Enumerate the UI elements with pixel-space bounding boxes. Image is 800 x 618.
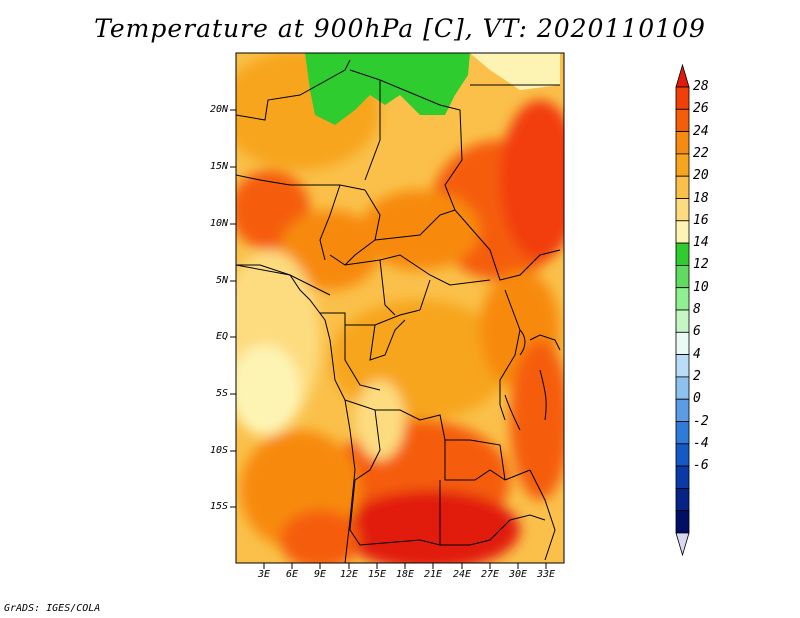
colorbar-swatch (675, 331, 690, 355)
lon-label: 18E (395, 569, 415, 580)
lat-label: 10S (209, 445, 228, 456)
lat-label: 15N (209, 161, 228, 172)
lat-ticks (230, 109, 236, 508)
colorbar-swatch (675, 264, 690, 289)
temperature-field (236, 53, 564, 563)
colorbar-swatch (675, 86, 690, 110)
colorbar-label: -6 (693, 458, 709, 474)
colorbar-swatch (675, 198, 690, 222)
colorbar-swatch (675, 376, 690, 400)
colorbar-label: 10 (693, 279, 709, 295)
colorbar-label: -4 (693, 435, 709, 451)
lon-label: 15E (367, 569, 387, 580)
colorbar-swatch (675, 309, 690, 333)
colorbar-arrow-top (675, 63, 690, 88)
colorbar-swatch (675, 108, 690, 133)
lon-label: 33E (536, 569, 556, 580)
country-borders (236, 59, 561, 563)
colorbar-swatch (675, 354, 690, 378)
colorbar-swatch (675, 510, 690, 534)
colorbar-label: 14 (693, 235, 709, 251)
colorbar-label: 24 (693, 123, 709, 139)
lon-label: 6E (285, 569, 299, 580)
colorbar-swatch (675, 487, 690, 512)
colorbar-label: 8 (693, 302, 701, 317)
lat-label: 15S (209, 501, 228, 512)
lat-label: 5S (215, 388, 228, 399)
colorbar-label: 0 (693, 391, 701, 407)
lon-label: 24E (452, 569, 472, 580)
colorbar-swatch (675, 242, 690, 266)
colorbar-label: 20 (693, 168, 709, 184)
grads-credit: GrADS: IGES/COLA (4, 603, 101, 614)
lon-label: 21E (423, 569, 443, 580)
colorbar-swatch (675, 443, 690, 467)
colorbar-label: 2 (693, 368, 701, 384)
lon-label: 3E (257, 569, 271, 580)
lon-label: 27E (480, 569, 500, 580)
colorbar-swatch (675, 465, 690, 489)
map-title: Temperature at 900hPa [C], VT: 202011010… (94, 14, 706, 43)
colorbar-swatch (675, 398, 690, 422)
colorbar-label: 6 (693, 324, 701, 340)
colorbar-label: 26 (693, 101, 709, 117)
colorbar-arrow-bottom (675, 532, 690, 557)
colorbar (675, 63, 690, 557)
lat-label: 10N (209, 218, 228, 229)
colorbar-label: 16 (693, 212, 709, 228)
colorbar-label: 28 (693, 79, 709, 94)
colorbar-swatch (675, 287, 690, 311)
lon-ticks (263, 563, 547, 569)
colorbar-label: 22 (693, 145, 709, 161)
lon-label: 12E (339, 569, 359, 580)
lon-label: 9E (313, 569, 327, 580)
lon-label: 30E (508, 569, 528, 580)
colorbar-swatch (675, 175, 690, 199)
map-frame (235, 52, 565, 564)
colorbar-swatch (675, 220, 690, 244)
lat-label: 20N (209, 104, 228, 115)
lat-label: EQ (215, 331, 228, 342)
colorbar-swatch (675, 153, 690, 177)
colorbar-label: -2 (693, 413, 709, 429)
cool-region-14c (305, 53, 470, 125)
colorbar-label: 18 (693, 190, 709, 206)
colorbar-label: 4 (693, 346, 701, 362)
colorbar-swatch (675, 421, 690, 445)
lat-label: 5N (215, 275, 228, 286)
colorbar-swatch (675, 131, 690, 155)
colorbar-label: 12 (693, 257, 709, 273)
